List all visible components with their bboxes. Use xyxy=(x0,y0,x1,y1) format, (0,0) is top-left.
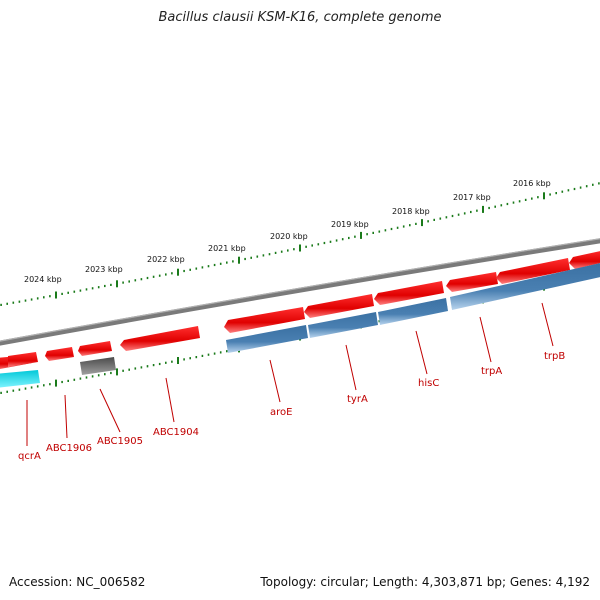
kbp-label: 2016 kbp xyxy=(513,179,551,188)
gene-label: tyrA xyxy=(347,394,368,405)
gene-label: trpB xyxy=(544,351,565,362)
kbp-labels: 2024 kbp 2023 kbp 2022 kbp 2021 kbp 2020… xyxy=(24,179,551,284)
gene-label: hisC xyxy=(418,378,439,389)
kbp-label: 2018 kbp xyxy=(392,207,430,216)
forward-gene xyxy=(569,251,600,269)
forward-gene xyxy=(8,352,38,367)
leader-line xyxy=(415,330,428,375)
leader-line xyxy=(541,302,554,347)
outer-tick-ring xyxy=(0,182,600,306)
gene-label: ABC1905 xyxy=(97,436,143,447)
gene-leader-lines xyxy=(26,302,554,446)
kbp-label: 2024 kbp xyxy=(24,275,62,284)
leader-line xyxy=(479,316,492,363)
gene-label: trpA xyxy=(481,366,502,377)
kbp-label: 2021 kbp xyxy=(208,244,246,253)
genome-backbone-highlight xyxy=(0,238,600,342)
kbp-label: 2022 kbp xyxy=(147,255,185,264)
reverse-gene xyxy=(226,325,308,353)
leader-line xyxy=(165,377,175,423)
kbp-label: 2020 kbp xyxy=(270,232,308,241)
reverse-gene-gray xyxy=(80,357,116,375)
kbp-label: 2017 kbp xyxy=(453,193,491,202)
reverse-gene xyxy=(308,312,378,338)
forward-gene xyxy=(45,347,74,361)
leader-line xyxy=(64,394,68,439)
accession-text: Accession: NC_006582 xyxy=(9,575,146,589)
forward-gene xyxy=(224,307,305,333)
gene-label: ABC1904 xyxy=(153,427,199,438)
forward-genes xyxy=(0,251,600,370)
reverse-gene xyxy=(378,298,448,325)
kbp-label: 2019 kbp xyxy=(331,220,369,229)
gene-labels: qcrA ABC1906 ABC1905 ABC1904 aroE tyrA h… xyxy=(18,351,565,462)
reverse-gene-cyan xyxy=(0,370,40,388)
gene-label: aroE xyxy=(270,407,292,418)
leader-line xyxy=(99,388,121,433)
gene-label: qcrA xyxy=(18,451,41,462)
forward-gene xyxy=(446,272,498,292)
reverse-gene xyxy=(450,263,600,310)
forward-gene xyxy=(120,326,200,351)
leader-line xyxy=(345,344,357,391)
leader-line xyxy=(269,359,281,403)
forward-gene xyxy=(374,281,444,305)
forward-gene xyxy=(496,258,570,284)
forward-gene xyxy=(78,341,112,356)
gene-label: ABC1906 xyxy=(46,443,92,454)
topology-text: Topology: circular; Length: 4,303,871 bp… xyxy=(260,575,590,589)
kbp-label: 2023 kbp xyxy=(85,265,123,274)
forward-gene xyxy=(304,294,374,318)
map-title: Bacillus clausii KSM-K16, complete genom… xyxy=(158,10,442,25)
genome-backbone xyxy=(0,238,600,346)
reverse-genes xyxy=(0,263,600,388)
